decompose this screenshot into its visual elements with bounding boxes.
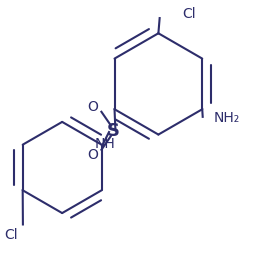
Text: Cl: Cl <box>5 228 18 242</box>
Text: NH: NH <box>94 137 115 151</box>
Text: S: S <box>106 122 119 140</box>
Text: O: O <box>87 100 98 114</box>
Text: NH₂: NH₂ <box>214 111 240 125</box>
Text: Cl: Cl <box>182 7 196 21</box>
Text: O: O <box>87 148 98 162</box>
